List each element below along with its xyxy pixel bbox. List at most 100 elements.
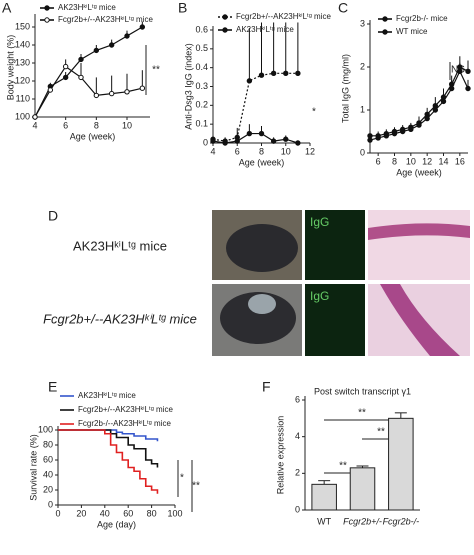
- x-tick-label: 14: [438, 156, 448, 166]
- legend-label: AK23HᵏⁱLᵗᵍ mice: [78, 391, 136, 400]
- x-axis-label: Age (week): [239, 157, 285, 167]
- marker: [440, 98, 447, 105]
- y-tick-label: 130: [15, 57, 30, 67]
- x-tick-label: 8: [94, 120, 99, 130]
- y-axis-label: Survival rate (%): [28, 434, 38, 501]
- mouse-photo: [248, 294, 276, 314]
- y-axis-label: Anti-Dsg3 IgG (index): [183, 43, 193, 130]
- x-tick-label: Fcgr2b-/-: [383, 516, 420, 526]
- marker: [295, 140, 301, 146]
- marker: [270, 138, 277, 144]
- marker: [367, 137, 373, 143]
- y-axis-label: Body weight (%): [5, 35, 15, 101]
- marker: [283, 70, 289, 77]
- y-tick-label: 110: [16, 93, 30, 103]
- marker: [246, 130, 253, 137]
- marker: [32, 114, 38, 120]
- marker: [383, 133, 390, 139]
- series-line: [212, 72, 298, 142]
- y-tick-label: 0: [203, 137, 208, 147]
- y-tick-label: 3: [360, 18, 365, 28]
- marker: [424, 115, 430, 122]
- marker: [258, 130, 265, 137]
- x-tick-label: 40: [100, 508, 110, 518]
- marker: [47, 87, 54, 93]
- legend-marker: [222, 14, 228, 20]
- marker: [408, 126, 414, 133]
- legend-label: Fcgr2b-/- mice: [396, 14, 448, 23]
- marker: [375, 135, 381, 141]
- y-tick-label: 0: [48, 499, 53, 509]
- y-tick-label: 6: [295, 394, 300, 404]
- chart-title: Post switch transcript γ1: [314, 386, 411, 396]
- series-line: [34, 26, 143, 118]
- marker: [108, 90, 115, 97]
- panel-label: F: [262, 379, 271, 395]
- marker: [139, 85, 146, 91]
- row-label: AK23HᵏⁱLᵗᵍ mice: [73, 238, 167, 253]
- marker: [222, 140, 228, 146]
- histology: [380, 284, 460, 356]
- panel-label: C: [338, 0, 348, 16]
- marker: [139, 24, 146, 30]
- x-tick-label: 10: [122, 120, 132, 130]
- y-tick-label: 40: [43, 469, 53, 479]
- mouse-photo: [220, 292, 296, 344]
- legend-marker: [222, 27, 228, 33]
- legend-marker: [382, 29, 388, 35]
- marker: [210, 138, 216, 144]
- x-tick-label: WT: [317, 516, 331, 526]
- igg-stain: [305, 210, 365, 280]
- axis: [34, 14, 150, 118]
- x-tick-label: 6: [235, 146, 240, 156]
- y-tick-label: 0.2: [195, 100, 208, 110]
- marker: [62, 74, 69, 81]
- x-tick-label: Fcgr2b+/-: [343, 516, 382, 526]
- legend-label: AK23HᵏⁱLᵗᵍ mice: [236, 25, 294, 34]
- y-tick-label: 0.5: [195, 43, 208, 53]
- marker: [62, 63, 69, 70]
- stain-label: IgG: [310, 289, 329, 303]
- marker: [270, 70, 277, 77]
- x-tick-label: 16: [455, 156, 465, 166]
- marker: [108, 42, 115, 48]
- y-tick-label: 140: [15, 39, 30, 49]
- annotation: **: [358, 408, 366, 419]
- legend-marker: [44, 17, 50, 23]
- marker: [283, 136, 289, 142]
- x-tick-label: 100: [167, 508, 182, 518]
- x-tick-label: 8: [392, 156, 397, 166]
- annotation: *: [312, 107, 316, 118]
- x-tick-label: 4: [32, 120, 37, 130]
- bar: [388, 417, 414, 511]
- y-tick-label: 120: [15, 75, 30, 85]
- legend-label: AK23HᵏⁱLᵗᵍ mice: [58, 3, 116, 12]
- y-tick-label: 0: [360, 147, 365, 157]
- marker: [448, 85, 455, 92]
- legend-label: Fcgr2b+/--AK23HᵏⁱLᵗᵍ mice: [78, 405, 173, 414]
- histology: [368, 223, 470, 240]
- y-tick-label: 0.4: [195, 62, 208, 72]
- histology: [368, 210, 470, 280]
- y-tick-label: 1: [360, 104, 365, 114]
- legend-label: Fcgr2b+/--AK23HᵏⁱLᵗᵍ mice: [236, 12, 331, 21]
- x-tick-label: 20: [76, 508, 86, 518]
- marker: [391, 130, 398, 137]
- legend-label: WT mice: [396, 27, 428, 36]
- marker: [258, 72, 265, 78]
- x-tick-label: 10: [281, 146, 291, 156]
- panel-d-images: [212, 210, 470, 356]
- marker: [246, 78, 253, 84]
- y-tick-label: 2: [360, 61, 365, 71]
- y-tick-label: 80: [43, 439, 53, 449]
- marker: [465, 68, 471, 75]
- y-axis-label: Relative expression: [275, 416, 285, 495]
- marker: [465, 85, 471, 92]
- marker: [124, 89, 130, 95]
- x-tick-label: 12: [305, 146, 315, 156]
- marker: [416, 122, 422, 128]
- series-line: [58, 429, 159, 468]
- igg-stain: [305, 284, 365, 356]
- panel-label: A: [2, 0, 12, 16]
